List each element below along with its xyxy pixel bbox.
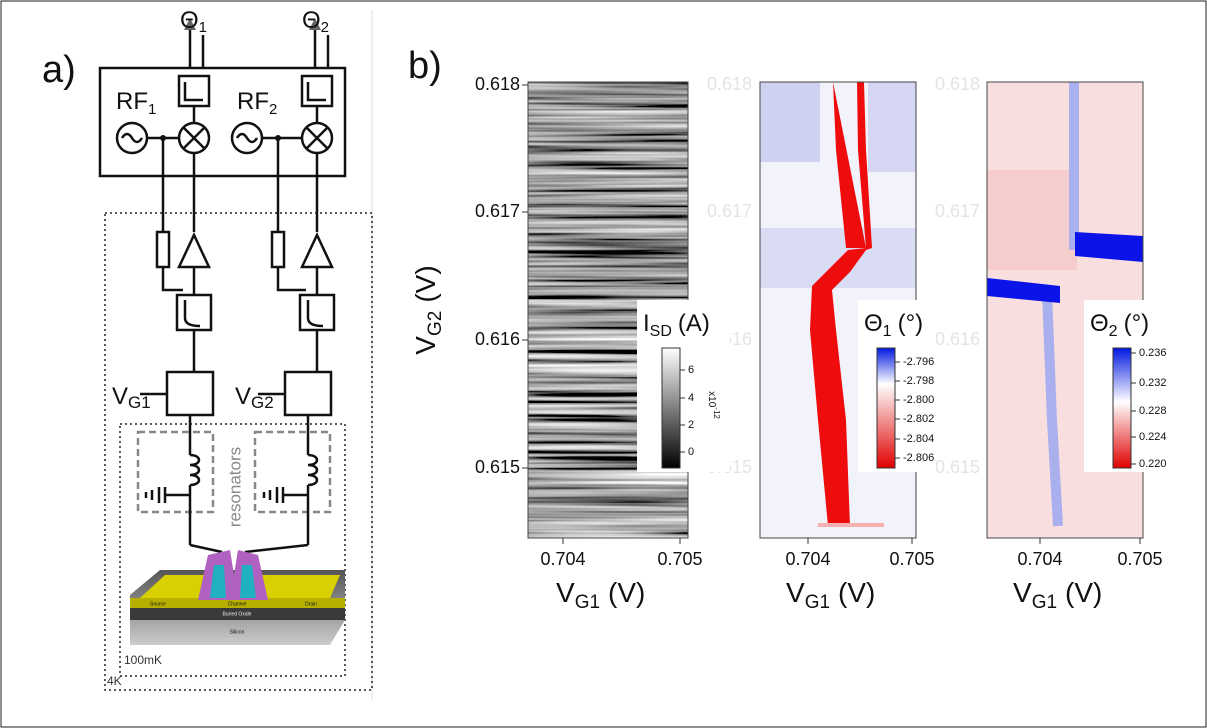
x-axis-label: VG1 (V)	[1013, 577, 1102, 613]
circuit	[98, 10, 373, 700]
colorbar-title: ISD (A)	[643, 310, 710, 340]
output-label: Θ1	[180, 7, 207, 36]
y-tick-label-faint: 0.618	[935, 74, 980, 94]
t: G1	[575, 592, 600, 613]
source-label: RF2	[237, 88, 277, 118]
t: G1	[805, 592, 830, 613]
colorbar	[876, 347, 896, 469]
t: V	[112, 383, 128, 410]
colorbar-tick-label: -2.796	[903, 356, 934, 368]
t: 2	[269, 101, 277, 118]
y-tick-label-faint: 0.617	[707, 201, 752, 221]
t: (V)	[1065, 577, 1102, 608]
y-tick-label-faint: 0.615	[935, 457, 980, 477]
colorbar-tick-label: 0.224	[1139, 431, 1167, 443]
y-axis-label: VG2 (V)	[410, 265, 446, 354]
y-tick-label-faint: 0.617	[935, 201, 980, 221]
source-label: RF1	[116, 88, 156, 118]
x-tick-label: 0.705	[1117, 549, 1162, 569]
t: V	[556, 577, 575, 608]
colorbar-tick-label: -2.800	[903, 394, 934, 406]
device-label: Channel	[228, 601, 247, 607]
device-label: Source	[150, 601, 166, 607]
t: 1	[883, 323, 892, 340]
t: G2	[425, 311, 446, 336]
t: V	[410, 336, 441, 355]
colorbar-tick-label: 0	[688, 446, 694, 458]
t: (°)	[1124, 310, 1150, 337]
colorbar-tick-label: 4	[688, 392, 694, 404]
colorbar-tick-label: 0.232	[1139, 377, 1167, 389]
colorbar-title: Θ2 (°)	[1090, 310, 1149, 340]
x-tick-label: 0.705	[657, 549, 702, 569]
t: G1	[1032, 592, 1057, 613]
t: (V)	[608, 577, 645, 608]
x-tick-label: 0.704	[785, 549, 830, 569]
colorbar-tick-label: 0.228	[1139, 405, 1167, 417]
colorbar-box	[858, 300, 936, 472]
t: (A)	[678, 310, 710, 337]
x-axis-label: VG1 (V)	[786, 577, 875, 613]
device-label: Buried Oxide	[223, 611, 252, 617]
gate-label: VG1	[112, 383, 151, 412]
y-tick-label: 0.617	[475, 201, 520, 221]
colorbar	[661, 347, 681, 469]
t: 1	[199, 19, 207, 36]
colorbar-tick-label: 0.236	[1139, 347, 1167, 359]
t: Θ	[302, 7, 321, 34]
colorbar-box	[637, 300, 730, 472]
output-label: Θ2	[302, 7, 329, 36]
resonators-label: resonators	[225, 447, 244, 527]
stage-label: 100mK	[124, 653, 162, 667]
t: Θ	[180, 7, 199, 34]
t: x10	[706, 391, 717, 408]
panel-label: a)	[42, 49, 76, 91]
colorbar	[1112, 347, 1132, 469]
colorbar-tick-label: -2.806	[903, 452, 934, 464]
gate-label: VG2	[235, 383, 274, 412]
device-label: Silicon	[230, 629, 245, 635]
t: RF	[116, 88, 148, 115]
t: SD	[650, 323, 672, 340]
stage-label: 4K	[107, 674, 122, 688]
t: (°)	[898, 310, 924, 337]
colorbar-tick-label: 0.220	[1139, 458, 1167, 470]
t: G2	[251, 393, 274, 412]
panel-label: b)	[408, 45, 442, 87]
colorbar-tick-label: 6	[688, 364, 694, 376]
colorbar-tick-label: -2.802	[903, 413, 934, 425]
x-tick-label: 0.704	[540, 549, 585, 569]
t: (V)	[410, 265, 441, 302]
t: G1	[128, 393, 151, 412]
colorbar-tick-label: 2	[688, 419, 694, 431]
x-tick-label: 0.705	[889, 549, 934, 569]
y-tick-label: 0.615	[475, 457, 520, 477]
y-tick-label: 0.618	[475, 74, 520, 94]
device-label: Drain	[305, 601, 317, 607]
t: V	[235, 383, 251, 410]
t: 2	[1109, 323, 1118, 340]
t: -12	[712, 407, 721, 419]
t: V	[786, 577, 805, 608]
y-tick-label-faint: 0.616	[935, 329, 980, 349]
y-tick-label: 0.616	[475, 329, 520, 349]
t: Θ	[1090, 310, 1109, 337]
colorbar-tick-label: -2.804	[903, 433, 934, 445]
colorbar-scale: x10-12	[706, 391, 721, 419]
colorbar-tick-label: -2.798	[903, 375, 934, 387]
y-tick-label-faint: 0.618	[707, 74, 752, 94]
t: 1	[148, 101, 156, 118]
t: V	[1013, 577, 1032, 608]
t: (V)	[838, 577, 875, 608]
t: Θ	[864, 310, 883, 337]
x-tick-label: 0.704	[1017, 549, 1062, 569]
t: RF	[237, 88, 269, 115]
colorbar-title: Θ1 (°)	[864, 310, 923, 340]
x-axis-label: VG1 (V)	[556, 577, 645, 613]
t: 2	[321, 19, 329, 36]
t: I	[643, 310, 650, 337]
